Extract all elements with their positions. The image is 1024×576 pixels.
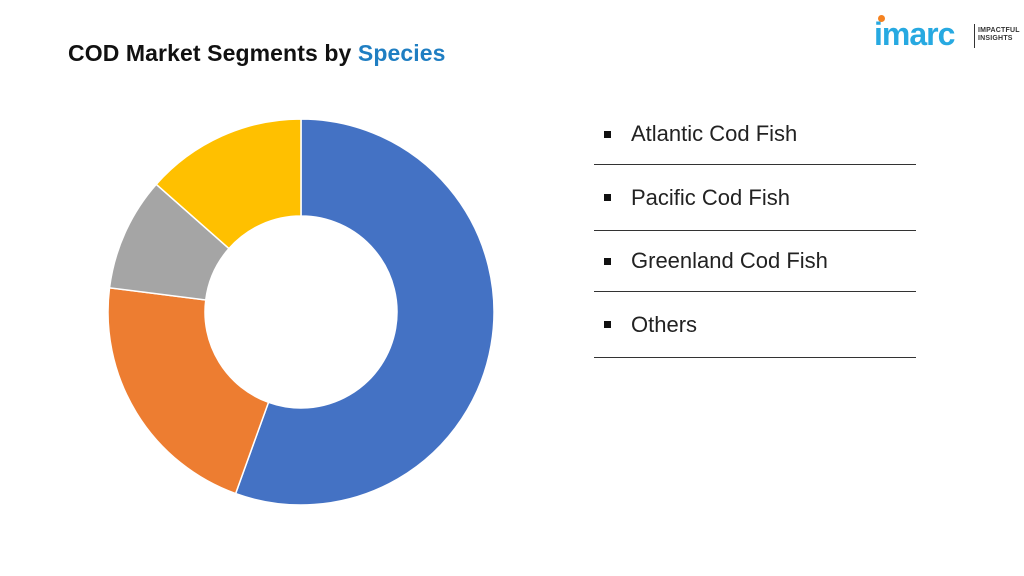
- legend-label: Pacific Cod Fish: [631, 184, 790, 210]
- legend-label: Atlantic Cod Fish: [631, 121, 798, 146]
- donut-slice-others: [155, 118, 302, 250]
- imarc-logo: imarc IMPACTFUL INSIGHTS: [874, 14, 1020, 52]
- legend-label: Greenland Cod Fish: [631, 248, 828, 273]
- donut-slice-atlantic-cod-fish: [234, 118, 495, 506]
- bullet-icon: [604, 130, 611, 138]
- bullet-icon: [604, 194, 611, 201]
- chart-title-main: COD Market Segments by: [68, 40, 352, 66]
- logo-tagline-line2: INSIGHTS: [978, 35, 1013, 42]
- legend: Atlantic Cod Fish Pacific Cod Fish Greenla…: [594, 104, 916, 358]
- donut-slice-pacific-cod-fish: [107, 286, 270, 495]
- legend-label: Others: [631, 311, 698, 337]
- chart-title: COD Market Segments by Species: [68, 40, 446, 67]
- chart-title-accent: Species: [357, 40, 446, 66]
- bullet-icon: [604, 257, 611, 265]
- logo-divider: [974, 24, 975, 48]
- legend-item: Greenland Cod Fish: [594, 231, 916, 292]
- legend-item: Pacific Cod Fish: [594, 165, 916, 231]
- legend-item: Atlantic Cod Fish: [594, 104, 916, 165]
- bullet-icon: [604, 321, 611, 328]
- logo-dot: [878, 15, 885, 22]
- logo-wordmark: imarc: [874, 16, 955, 52]
- logo-tagline: IMPACTFUL INSIGHTS: [978, 27, 1020, 43]
- legend-item: Others: [594, 292, 916, 358]
- logo-tagline-line1: IMPACTFUL: [978, 27, 1020, 34]
